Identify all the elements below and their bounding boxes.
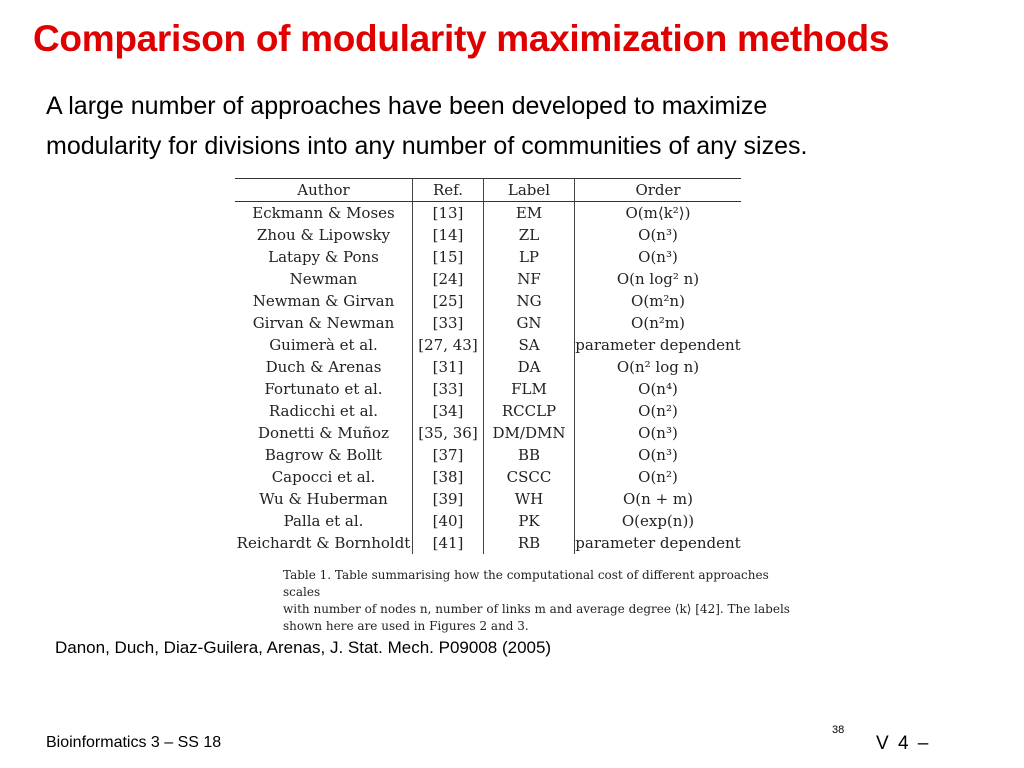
cell-ref: [41] [412, 532, 484, 554]
cell-ref: [33] [412, 312, 484, 334]
cell-ref: [35, 36] [412, 422, 484, 444]
cell-order: O(n⁴) [638, 380, 678, 398]
table-row: Girvan & Newman [33] GN O(n²m) [235, 312, 741, 334]
table-row: Newman [24] NF O(n log² n) [235, 268, 741, 290]
cell-author: Bagrow & Bollt [235, 444, 413, 466]
cell-order: parameter dependent [575, 336, 741, 354]
methods-table: Author Ref. Label Order Eckmann & Moses[… [235, 178, 741, 554]
table-row: Latapy & Pons [15] LP O(n³) [235, 246, 741, 268]
cell-author: Radicchi et al. [235, 400, 413, 422]
cell-label: BB [483, 444, 575, 466]
intro-line-1: A large number of approaches have been d… [46, 92, 768, 120]
cell-label: ZL [483, 224, 575, 246]
cell-ref: [13] [412, 201, 484, 224]
cell-author: Eckmann & Moses [235, 201, 413, 224]
cell-ref: [38] [412, 466, 484, 488]
cell-ref: [40] [412, 510, 484, 532]
intro-text: A large number of approaches have been d… [46, 86, 946, 166]
caption-line-2: with number of nodes n, number of links … [283, 602, 790, 616]
table-header-row: Author Ref. Label Order [235, 178, 741, 202]
cell-ref: [33] [412, 378, 484, 400]
table-row: Palla et al. [40] PK O(exp(n)) [235, 510, 741, 532]
cell-ref: [24] [412, 268, 484, 290]
header-ref: Ref. [412, 178, 484, 202]
cell-ref: [39] [412, 488, 484, 510]
cell-order: O(n³) [638, 248, 678, 266]
table-row: Guimerà et al. [27, 43] SA parameter depend… [235, 334, 741, 356]
cell-label: DA [483, 356, 575, 378]
footer-version: V 4 – [876, 733, 931, 754]
footer-course: Bioinformatics 3 – SS 18 [46, 734, 222, 751]
cell-order: O(n³) [638, 226, 678, 244]
table-row: Newman & Girvan [25] NG O(m²n) [235, 290, 741, 312]
page-number: 38 [832, 724, 845, 736]
table-row: Capocci et al. [38] CSCC O(n²) [235, 466, 741, 488]
cell-author: Newman & Girvan [235, 290, 413, 312]
cell-order: O(n³) [638, 424, 678, 442]
table-row: Wu & Huberman [39] WH O(n + m) [235, 488, 741, 510]
cell-author: Wu & Huberman [235, 488, 413, 510]
header-label: Label [483, 178, 575, 202]
cell-label: GN [483, 312, 575, 334]
cell-order: O(n²) [638, 402, 678, 420]
cell-author: Fortunato et al. [235, 378, 413, 400]
table-row: Reichardt & Bornholdt [41] RB parameter dep… [235, 532, 741, 554]
cell-ref: [27, 43] [412, 334, 484, 356]
cell-label: FLM [483, 378, 575, 400]
cell-order: O(n²) [638, 468, 678, 486]
cell-order: O(m²n) [631, 292, 685, 310]
cell-author: Donetti & Muñoz [235, 422, 413, 444]
cell-author: Newman [235, 268, 413, 290]
cell-author: Reichardt & Bornholdt [235, 532, 413, 554]
cell-order: O(exp(n)) [621, 512, 695, 530]
table-row: Donetti & Muñoz [35, 36] DM/DMN O(n³) [235, 422, 741, 444]
cell-ref: [25] [412, 290, 484, 312]
table-row: Bagrow & Bollt [37] BB O(n³) [235, 444, 741, 466]
cell-label: CSCC [483, 466, 575, 488]
cell-order: O(n log² n) [616, 270, 700, 288]
cell-author: Capocci et al. [235, 466, 413, 488]
caption-line-1: Table 1. Table summarising how the compu… [283, 568, 769, 599]
citation: Danon, Duch, Diaz-Guilera, Arenas, J. St… [55, 638, 552, 657]
table-row: Eckmann & Moses [13] EM O(m⟨k²⟩) [235, 201, 741, 224]
cell-ref: [34] [412, 400, 484, 422]
table-row: Duch & Arenas [31] DA O(n² log n) [235, 356, 741, 378]
cell-label: DM/DMN [483, 422, 575, 444]
table-row: Radicchi et al. [34] RCCLP O(n²) [235, 400, 741, 422]
cell-label: NG [483, 290, 575, 312]
cell-order: parameter dependent [575, 534, 741, 552]
cell-ref: [37] [412, 444, 484, 466]
cell-order: O(n²m) [631, 314, 685, 332]
cell-ref: [15] [412, 246, 484, 268]
cell-ref: [14] [412, 224, 484, 246]
cell-label: NF [483, 268, 575, 290]
cell-author: Palla et al. [235, 510, 413, 532]
header-author: Author [235, 178, 413, 202]
table-row: Fortunato et al. [33] FLM O(n⁴) [235, 378, 741, 400]
cell-author: Girvan & Newman [235, 312, 413, 334]
cell-author: Latapy & Pons [235, 246, 413, 268]
cell-order: O(n² log n) [616, 358, 700, 376]
cell-label: PK [483, 510, 575, 532]
cell-author: Duch & Arenas [235, 356, 413, 378]
intro-line-2: modularity for divisions into any number… [46, 132, 808, 160]
caption-line-3: shown here are used in Figures 2 and 3. [283, 619, 529, 633]
table-row: Zhou & Lipowsky [14] ZL O(n³) [235, 224, 741, 246]
cell-order: O(n³) [638, 446, 678, 464]
cell-order: O(n + m) [623, 490, 693, 508]
cell-author: Zhou & Lipowsky [235, 224, 413, 246]
cell-label: EM [483, 201, 575, 224]
cell-label: RCCLP [483, 400, 575, 422]
cell-author: Guimerà et al. [235, 334, 413, 356]
cell-label: WH [483, 488, 575, 510]
cell-label: RB [483, 532, 575, 554]
cell-order: O(m⟨k²⟩) [625, 204, 691, 222]
cell-ref: [31] [412, 356, 484, 378]
cell-label: LP [483, 246, 575, 268]
table-caption: Table 1. Table summarising how the compu… [283, 567, 803, 635]
header-order: Order [574, 178, 741, 202]
slide-title: Comparison of modularity maximization me… [33, 18, 890, 59]
cell-label: SA [483, 334, 575, 356]
